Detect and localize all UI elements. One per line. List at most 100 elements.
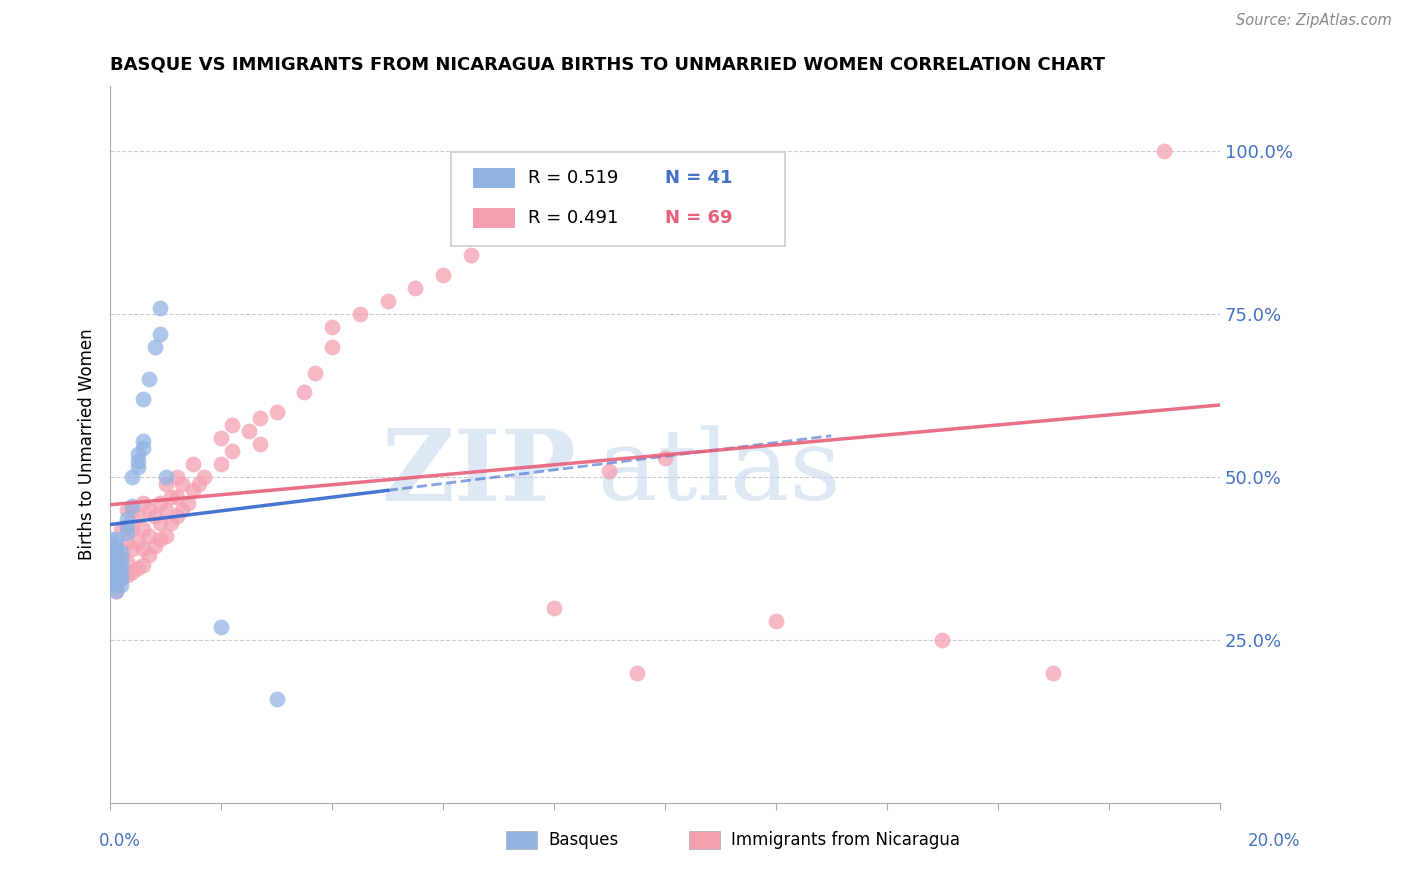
Point	[172, 476, 194, 491]
Text: R = 0.491: R = 0.491	[529, 209, 619, 227]
Point	[160, 490, 183, 504]
Point	[266, 691, 288, 706]
Point	[110, 577, 132, 591]
Point	[115, 502, 138, 516]
Point	[104, 577, 127, 591]
Point	[110, 551, 132, 566]
Text: Source: ZipAtlas.com: Source: ZipAtlas.com	[1236, 13, 1392, 29]
Point	[209, 457, 232, 471]
Point	[110, 522, 132, 536]
Point	[626, 665, 648, 680]
Point	[149, 532, 172, 546]
Point	[104, 565, 127, 579]
Point	[104, 539, 127, 553]
Point	[143, 509, 166, 524]
Point	[104, 545, 127, 559]
Point	[249, 411, 271, 425]
Point	[149, 301, 172, 315]
Text: N = 69: N = 69	[665, 209, 733, 227]
Point	[209, 431, 232, 445]
Point	[98, 545, 121, 559]
Point	[115, 568, 138, 582]
Point	[115, 512, 138, 526]
Point	[187, 476, 209, 491]
Point	[166, 509, 188, 524]
Point	[183, 457, 205, 471]
Point	[115, 535, 138, 549]
Point	[149, 516, 172, 530]
Point	[104, 532, 127, 546]
Point	[460, 248, 482, 262]
Text: N = 41: N = 41	[665, 169, 733, 186]
Point	[121, 500, 143, 514]
Point	[138, 529, 160, 543]
Point	[931, 633, 953, 648]
Bar	[472, 208, 515, 227]
Point	[132, 522, 155, 536]
Text: ZIP: ZIP	[381, 425, 576, 522]
Point	[104, 584, 127, 599]
Point	[110, 551, 132, 566]
Point	[155, 529, 177, 543]
Point	[127, 509, 149, 524]
Point	[110, 565, 132, 579]
Point	[121, 541, 143, 556]
Text: R = 0.519: R = 0.519	[529, 169, 619, 186]
Point	[321, 340, 343, 354]
Point	[132, 441, 155, 455]
Point	[172, 502, 194, 516]
Point	[543, 600, 565, 615]
Point	[349, 307, 371, 321]
Point	[166, 490, 188, 504]
Point	[98, 571, 121, 585]
Point	[110, 571, 132, 585]
Point	[654, 450, 676, 465]
Point	[104, 571, 127, 585]
Point	[121, 502, 143, 516]
Point	[143, 539, 166, 553]
Point	[110, 558, 132, 573]
Point	[98, 565, 121, 579]
Point	[127, 460, 149, 475]
Point	[127, 561, 149, 575]
Point	[132, 496, 155, 510]
Point	[121, 470, 143, 484]
Point	[209, 620, 232, 634]
FancyBboxPatch shape	[451, 152, 785, 246]
Point	[132, 392, 155, 406]
Point	[121, 565, 143, 579]
Point	[765, 614, 787, 628]
Point	[377, 293, 399, 308]
Point	[110, 545, 132, 559]
Point	[115, 519, 138, 533]
Point	[598, 464, 620, 478]
Point	[98, 565, 121, 579]
Point	[127, 535, 149, 549]
Point	[166, 470, 188, 484]
Point	[115, 555, 138, 569]
Point	[432, 268, 454, 282]
Point	[221, 417, 243, 432]
Point	[115, 519, 138, 533]
Text: Immigrants from Nicaragua: Immigrants from Nicaragua	[731, 831, 960, 849]
Point	[304, 366, 326, 380]
Point	[132, 558, 155, 573]
Text: BASQUE VS IMMIGRANTS FROM NICARAGUA BIRTHS TO UNMARRIED WOMEN CORRELATION CHART: BASQUE VS IMMIGRANTS FROM NICARAGUA BIRT…	[110, 55, 1105, 73]
Point	[121, 522, 143, 536]
Point	[127, 447, 149, 461]
Point	[238, 425, 260, 439]
Point	[155, 470, 177, 484]
Point	[249, 437, 271, 451]
Point	[110, 571, 132, 585]
Text: atlas: atlas	[599, 425, 841, 521]
Point	[177, 496, 200, 510]
Point	[155, 502, 177, 516]
Point	[221, 444, 243, 458]
Point	[183, 483, 205, 497]
Point	[98, 532, 121, 546]
Point	[138, 502, 160, 516]
Point	[143, 340, 166, 354]
Point	[1042, 665, 1064, 680]
Point	[104, 549, 127, 563]
Text: 20.0%: 20.0%	[1249, 831, 1301, 849]
